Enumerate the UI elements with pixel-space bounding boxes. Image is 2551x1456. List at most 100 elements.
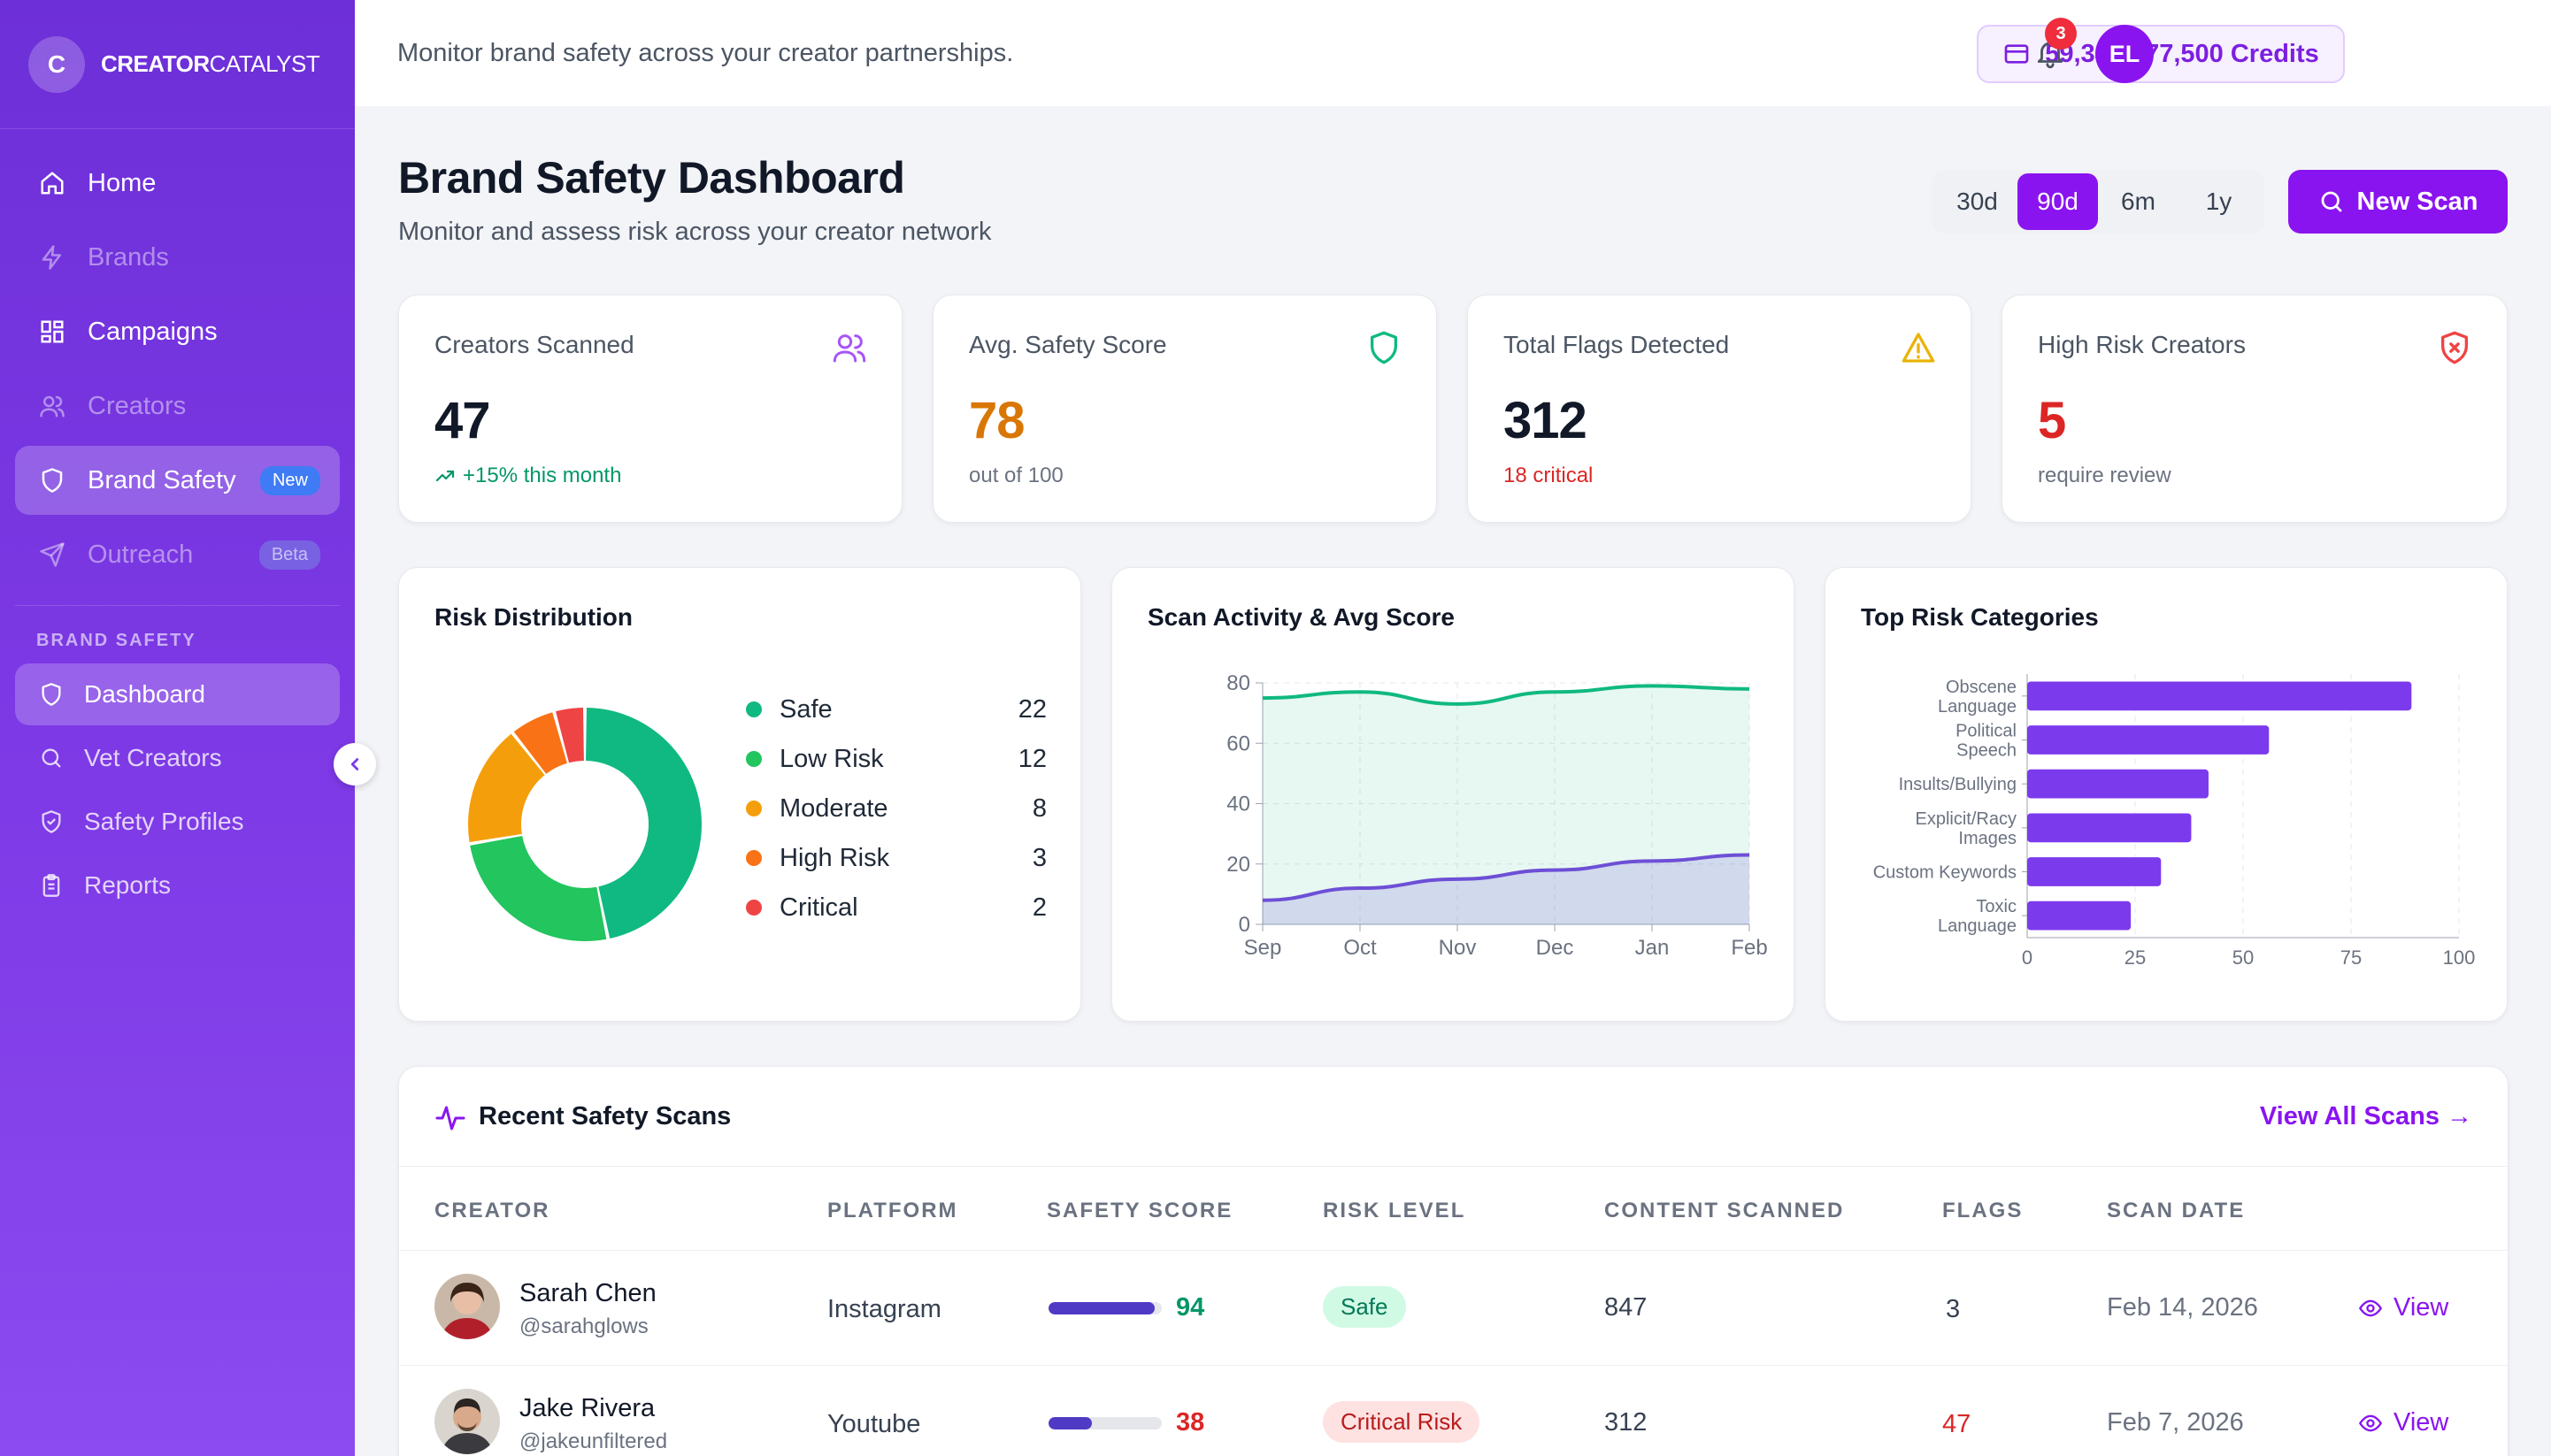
column-header-risk-level[interactable]: RISK LEVEL xyxy=(1323,1199,1466,1222)
legend-item: Low Risk 12 xyxy=(746,734,1047,784)
legend-item: Moderate 8 xyxy=(746,784,1047,833)
sidebar-item-label: Safety Profiles xyxy=(84,808,244,835)
bar-toxic-language xyxy=(2027,900,2132,931)
sidebar-item-safety-profiles[interactable]: Safety Profiles xyxy=(15,791,340,853)
sidebar-item-label: Brands xyxy=(88,242,169,272)
eye-icon xyxy=(2358,1296,2383,1321)
beta-badge: Beta xyxy=(258,540,320,570)
view-all-scans-link[interactable]: View All Scans → xyxy=(2259,1102,2472,1130)
sidebar-item-dashboard[interactable]: Dashboard xyxy=(15,663,340,725)
creator-name[interactable]: Jake Rivera xyxy=(519,1394,656,1422)
shield-x-icon xyxy=(2436,329,2473,366)
stat-card-high-risk-creators: High Risk Creators 5 require review xyxy=(2002,295,2508,523)
safety-score-bar xyxy=(1049,1417,1162,1429)
legend-item: High Risk 3 xyxy=(746,833,1047,883)
donut-slice-safe xyxy=(586,708,702,939)
view-scan-link[interactable]: View xyxy=(2358,1293,2448,1322)
risk-level-badge: Critical Risk xyxy=(1323,1401,1480,1443)
y-tick-label: 0 xyxy=(1239,913,1250,937)
series-line-1 xyxy=(1262,853,1750,902)
table-row[interactable]: Jake Rivera @jakeunfiltered Youtube 38 C… xyxy=(399,1366,2508,1456)
sidebar-item-brands[interactable]: Brands xyxy=(15,223,340,292)
sidebar-item-outreach[interactable]: Outreach Beta xyxy=(15,520,340,589)
credit-card-icon xyxy=(2002,40,2031,68)
column-header-safety-score[interactable]: SAFETY SCORE xyxy=(1047,1199,1233,1222)
sidebar-item-brand-safety[interactable]: Brand Safety New xyxy=(15,446,340,515)
range-90d-button[interactable]: 90d xyxy=(2017,173,2098,230)
table-row[interactable]: Sarah Chen @sarahglows Instagram 94 Safe… xyxy=(399,1251,2508,1366)
x-tick-label: 75 xyxy=(2340,946,2362,969)
y-tick-label: Explicit/Racy Images xyxy=(1916,809,2017,848)
content-scanned-cell: 847 xyxy=(1604,1293,1648,1322)
stat-note: 18 critical xyxy=(1503,464,1593,488)
nav-divider xyxy=(15,605,340,606)
range-1y-button[interactable]: 1y xyxy=(2205,188,2232,215)
column-header-platform[interactable]: PLATFORM xyxy=(827,1199,958,1222)
sidebar-item-home[interactable]: Home xyxy=(15,149,340,218)
sidebar-item-label: Dashboard xyxy=(84,680,205,708)
activity-icon xyxy=(434,1102,466,1134)
avatar xyxy=(434,1389,500,1454)
legend-dot xyxy=(746,801,762,816)
y-tick-label: Custom Keywords xyxy=(1873,863,2017,883)
x-tick-label: 25 xyxy=(2125,946,2146,969)
stat-note: out of 100 xyxy=(969,464,1064,488)
range-6m-button[interactable]: 6m xyxy=(2121,188,2155,215)
view-scan-link[interactable]: View xyxy=(2358,1408,2448,1437)
x-tick-label: 50 xyxy=(2232,946,2254,969)
risk-distribution-title: Risk Distribution xyxy=(434,603,634,631)
main-nav: Home Brands Campaigns Creators xyxy=(0,149,355,589)
stat-label: Avg. Safety Score xyxy=(969,331,1167,358)
stat-note: +15% this month xyxy=(434,464,621,488)
x-tick-label: 0 xyxy=(2022,946,2032,969)
sidebar-item-creators[interactable]: Creators xyxy=(15,372,340,441)
new-scan-button[interactable]: New Scan xyxy=(2288,170,2508,234)
x-tick-label: Oct xyxy=(1343,936,1377,960)
column-header-creator[interactable]: CREATOR xyxy=(434,1199,550,1222)
donut-slice-low-risk xyxy=(470,836,607,941)
page-title: Brand Safety Dashboard xyxy=(398,153,905,203)
legend-value: 3 xyxy=(1032,843,1047,872)
column-header-content-scanned[interactable]: CONTENT SCANNED xyxy=(1604,1199,1845,1222)
column-header-scan-date[interactable]: SCAN DATE xyxy=(2107,1199,2246,1222)
shield-icon xyxy=(1365,329,1402,366)
home-icon xyxy=(36,167,68,199)
range-30d-button[interactable]: 30d xyxy=(1956,188,1998,215)
sidebar-item-reports[interactable]: Reports xyxy=(15,854,340,916)
sidebar-item-label: Brand Safety xyxy=(88,465,236,494)
stat-card-creators-scanned: Creators Scanned 47 +15% this month xyxy=(398,295,903,523)
y-tick-label: 40 xyxy=(1226,793,1250,816)
content-scanned-cell: 312 xyxy=(1604,1408,1648,1437)
y-tick-label: Obscene Language xyxy=(1938,678,2017,717)
risk-donut-chart xyxy=(468,708,702,941)
bar-explicit-racy-images xyxy=(2027,813,2192,843)
stat-value: 5 xyxy=(2038,392,2066,449)
legend-label: Critical xyxy=(780,893,858,922)
flags-cell: 47 xyxy=(1942,1410,1971,1438)
creator-name[interactable]: Sarah Chen xyxy=(519,1279,657,1307)
y-tick-label: 60 xyxy=(1226,732,1250,755)
stat-label: Creators Scanned xyxy=(434,331,634,358)
credits-indicator[interactable]: 59,348 / 77,500 Credits xyxy=(1977,25,2345,83)
topbar: Monitor brand safety across your creator… xyxy=(355,0,2551,106)
date-range-selector: 30d 90d 6m 1y xyxy=(1932,170,2264,234)
sidebar-item-campaigns[interactable]: Campaigns xyxy=(15,297,340,366)
sidebar-item-label: Creators xyxy=(88,391,187,420)
brand-logo[interactable]: C xyxy=(28,35,85,93)
search-icon xyxy=(36,743,66,773)
bar-political-speech xyxy=(2027,725,2270,755)
series-line-0 xyxy=(1262,684,1750,706)
collapse-sidebar-button[interactable] xyxy=(334,743,376,785)
platform-cell: Instagram xyxy=(827,1295,941,1323)
x-tick-label: 100 xyxy=(2443,946,2476,969)
stat-note-text: require review xyxy=(2038,464,2171,487)
user-avatar[interactable]: EL xyxy=(2095,25,2154,83)
brand-name-light: CATALYST xyxy=(209,50,320,77)
column-header-flags[interactable]: FLAGS xyxy=(1942,1199,2024,1222)
sidebar: C CREATORCATALYST Home Brands xyxy=(0,0,355,1456)
donut-slice-critical xyxy=(556,708,584,763)
sidebar-item-vet-creators[interactable]: Vet Creators xyxy=(15,727,340,789)
series-area-0 xyxy=(1263,686,1749,924)
search-icon xyxy=(2318,188,2345,215)
